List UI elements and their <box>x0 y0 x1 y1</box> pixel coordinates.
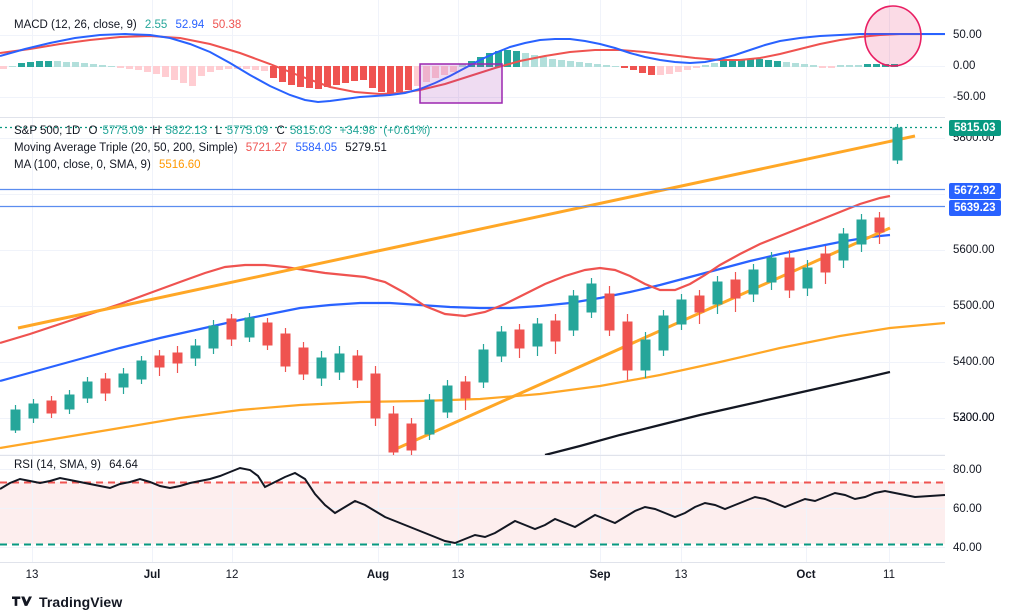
candlestick-series <box>10 124 903 455</box>
rsi-band-fill <box>0 482 945 544</box>
price-line-badge-1[interactable]: 5672.92 <box>949 183 1001 199</box>
ma-triple-title: Moving Average Triple (20, 50, 200, Simp… <box>14 142 238 154</box>
time-axis-label-0: 13 <box>25 569 39 581</box>
macd-circle-annotation <box>864 5 922 67</box>
price-plot <box>0 118 945 455</box>
ohlc-change: +34.98 <box>339 125 376 137</box>
time-axis-label-8: 11 <box>883 569 895 581</box>
price-axis-label-5600: 5600.00 <box>953 244 995 256</box>
ma100-title: MA (100, close, 0, SMA, 9) <box>14 159 151 171</box>
time-axis-label-7: Oct <box>796 569 816 581</box>
rsi-value: 64.64 <box>109 459 138 471</box>
ohlc-low: 5775.09 <box>226 125 269 137</box>
price-axis-label-5500: 5500.00 <box>953 300 995 312</box>
time-axis-label-4: 13 <box>451 569 465 581</box>
macd-value-signal: 50.38 <box>212 19 242 31</box>
macd-plot <box>0 0 945 117</box>
rsi-pane[interactable]: RSI (14, SMA, 9) 64.64 <box>0 456 945 562</box>
ma100-value: 5516.60 <box>158 159 201 171</box>
trendline-upper-orange <box>17 134 916 330</box>
ohlc-open: 5775.09 <box>102 125 145 137</box>
trendline-lower-orange <box>397 226 891 450</box>
tradingview-brand-name: TradingView <box>39 594 123 610</box>
time-axis-label-1: Jul <box>143 569 161 581</box>
rsi-axis-label-40: 40.00 <box>953 542 982 554</box>
macd-axis-label-0: 0.00 <box>953 60 976 72</box>
ohlc-change-pct: (+0.61%) <box>383 125 431 137</box>
rsi-legend-title: RSI (14, SMA, 9) <box>14 459 101 471</box>
footer: TradingView <box>0 588 1024 616</box>
symbol-label: S&P 500, 1D <box>14 125 81 137</box>
macd-rect-annotation <box>419 63 503 104</box>
price-axis-label-5200-visible: 5200.00 <box>953 412 995 424</box>
price-line-badge-2[interactable]: 5639.23 <box>949 200 1001 216</box>
tradingview-logo[interactable]: TradingView <box>12 594 122 610</box>
macd-legend-title: MACD (12, 26, close, 9) <box>14 19 137 31</box>
ohlc-h-key: H <box>152 125 161 137</box>
ma200-value: 5279.51 <box>345 142 387 154</box>
rsi-axis-label-60: 60.00 <box>953 503 982 515</box>
macd-histogram <box>0 50 898 93</box>
price-axis-label-5400: 5400.00 <box>953 356 995 368</box>
price-axis-label-5300: 5300.00 <box>953 412 995 424</box>
ohlc-high: 5822.13 <box>165 125 208 137</box>
ohlc-close: 5815.03 <box>289 125 332 137</box>
ma20-value: 5721.27 <box>245 142 288 154</box>
pane-separator-macd-price[interactable] <box>0 117 945 118</box>
rsi-plot <box>0 456 945 562</box>
rsi-legend: RSI (14, SMA, 9) 64.64 <box>14 458 143 472</box>
tradingview-logo-icon <box>12 596 32 606</box>
rsi-line <box>0 466 945 545</box>
time-axis-label-5: Sep <box>589 569 611 581</box>
macd-value-macd: 52.94 <box>175 19 205 31</box>
macd-legend: MACD (12, 26, close, 9) 2.55 52.94 50.38 <box>14 18 246 32</box>
time-axis-label-6: 13 <box>674 569 688 581</box>
ohlc-c-key: C <box>276 125 285 137</box>
macd-pane[interactable]: MACD (12, 26, close, 9) 2.55 52.94 50.38 <box>0 0 945 117</box>
price-legend-symbol: S&P 500, 1D O 5775.09 H 5822.13 L 5775.09 C… <box>14 124 435 138</box>
time-axis[interactable]: 13 Jul 12 Aug 13 Sep 13 Oct 11 <box>0 562 1024 588</box>
ohlc-l-key: L <box>215 125 222 137</box>
macd-line <box>0 32 945 104</box>
ma100-legend: MA (100, close, 0, SMA, 9) 5516.60 <box>14 158 206 172</box>
pane-separator-price-rsi[interactable] <box>0 455 945 456</box>
ma50-line <box>0 233 891 383</box>
ma200-line <box>0 321 945 450</box>
last-price-badge[interactable]: 5815.03 <box>949 120 1001 136</box>
price-pane[interactable]: S&P 500, 1D O 5775.09 H 5822.13 L 5775.09 C… <box>0 118 945 455</box>
macd-axis-label-m50: -50.00 <box>953 91 986 103</box>
ohlc-o-key: O <box>88 125 98 137</box>
ma20-line <box>0 194 891 345</box>
time-axis-label-2: 12 <box>225 569 239 581</box>
price-axis-column[interactable]: 50.00 0.00 -50.00 5800.00 5700.00 5600.0… <box>945 0 1024 585</box>
rsi-axis-label-80: 80.00 <box>953 464 982 476</box>
macd-signal-line <box>0 33 945 96</box>
ma50-value: 5584.05 <box>295 142 338 154</box>
ma100-line <box>544 370 891 455</box>
ma-triple-legend: Moving Average Triple (20, 50, 200, Simp… <box>14 141 392 155</box>
time-axis-divider <box>0 562 945 563</box>
macd-axis-label-50: 50.00 <box>953 29 982 41</box>
time-axis-label-3: Aug <box>366 569 390 581</box>
macd-value-hist: 2.55 <box>144 19 168 31</box>
